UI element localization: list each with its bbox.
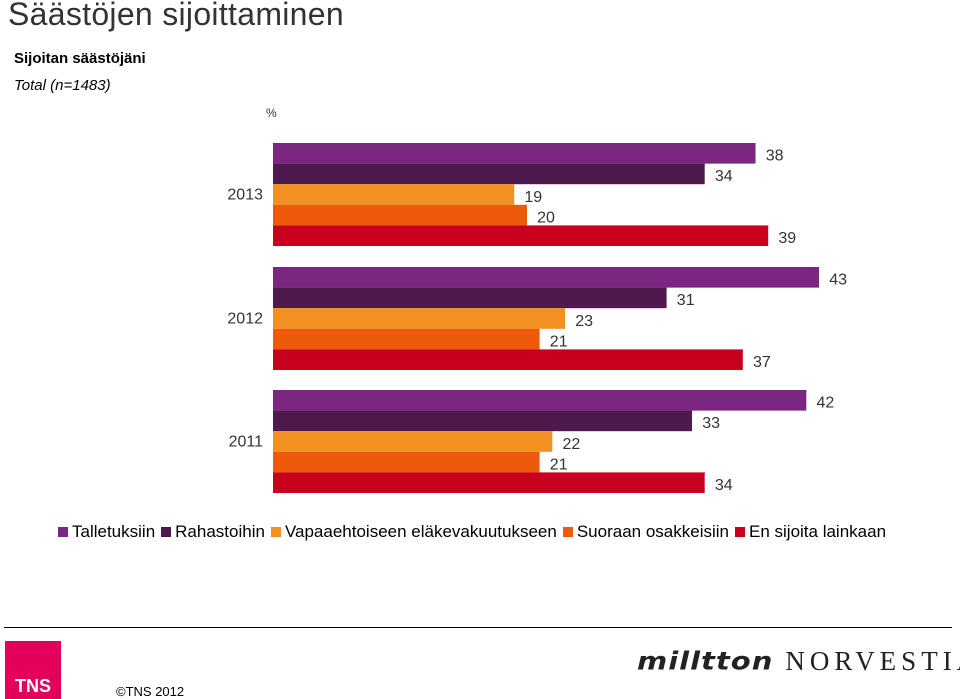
chart-legend: Talletuksiin Rahastoihin Vapaaehtoiseen el…: [58, 522, 892, 542]
data-label-bg: [514, 186, 553, 206]
legend-item: Vapaaehtoiseen eläkevakuutukseen: [270, 522, 557, 542]
data-label: 21: [550, 456, 568, 473]
page-title: Säästöjen sijoittaminen: [8, 0, 344, 32]
legend-label: En sijoita lainkaan: [749, 522, 887, 541]
category-label: 2011: [229, 434, 264, 451]
bar-2013-suoraan-osakkeisiin: [273, 204, 527, 226]
copyright: ©TNS 2012: [116, 684, 185, 699]
bar-2013-rahastoihin: [273, 163, 705, 185]
legend-label: Rahastoihin: [175, 522, 265, 541]
data-label-bg: [539, 330, 578, 350]
data-label-bg: [704, 165, 743, 185]
data-label: 21: [550, 333, 568, 350]
data-label: 34: [715, 168, 733, 185]
data-label: 23: [575, 313, 593, 330]
data-label-bg: [768, 227, 807, 247]
data-label-bg: [819, 269, 858, 289]
partner-logo: milltton NORVESTIA: [637, 644, 960, 678]
category-label: 2013: [227, 187, 263, 204]
data-label-bg: [565, 310, 604, 330]
milltton-logo: milltton: [637, 646, 774, 676]
category-label: 2012: [227, 311, 263, 328]
data-label: 33: [702, 415, 720, 432]
legend-item: Suoraan osakkeisiin: [562, 522, 729, 542]
norvestia-logo: NORVESTIA: [785, 645, 960, 676]
bar-2011-en-sijoita-lainkaan: [273, 472, 705, 493]
legend-swatch: [735, 527, 745, 537]
chart-subtitle: Sijoitan säästöjäni: [14, 50, 146, 67]
data-label: 43: [829, 272, 847, 289]
data-label-bg: [666, 289, 705, 309]
data-label: 22: [563, 436, 581, 453]
legend-label: Suoraan osakkeisiin: [576, 522, 729, 541]
tns-logo-text: TNS: [15, 676, 51, 696]
bar-2012-en-sijoita-lainkaan: [273, 349, 743, 370]
legend-label: Talletuksiin: [72, 522, 156, 541]
bar-2012-talletuksiin: [273, 267, 820, 288]
legend-swatch: [161, 527, 172, 537]
bar-2012-suoraan-osakkeisiin: [273, 328, 540, 350]
data-label-bg: [806, 392, 845, 412]
legend-swatch: [562, 527, 573, 537]
footer-divider: [4, 627, 952, 628]
data-label-bg: [755, 145, 794, 165]
data-label-bg: [527, 206, 565, 226]
data-label: 19: [524, 189, 542, 206]
legend-swatch: [270, 527, 281, 537]
data-label: 39: [778, 230, 796, 247]
legend-item: En sijoita lainkaan: [735, 522, 886, 542]
data-label-bg: [742, 351, 781, 371]
data-label-bg: [539, 453, 578, 473]
data-label-bg: [704, 474, 743, 494]
bar-2011-suoraan-osakkeisiin: [273, 451, 540, 473]
bar-2013-en-sijoita-lainkaan: [273, 225, 769, 246]
bar-chart: 38 34 19 20 39 2013 43 31 23 21 37 2012 42 33 22 21 34 20…: [227, 143, 858, 494]
bar-2012-vapaaehtoiseen-el-kevakuutukseen: [273, 308, 566, 329]
data-label: 20: [537, 209, 555, 226]
bar-2011-talletuksiin: [273, 390, 807, 411]
data-label-bg: [692, 412, 731, 432]
data-label-bg: [552, 433, 591, 453]
data-label: 31: [677, 292, 695, 309]
legend-swatch: [58, 527, 68, 537]
data-label: 34: [715, 477, 733, 494]
sample-base: Total (n=1483): [14, 77, 111, 94]
data-label: 37: [753, 354, 771, 371]
data-label: 42: [817, 395, 835, 412]
data-label: 38: [766, 148, 784, 165]
bar-2013-vapaaehtoiseen-el-kevakuutukseen: [273, 184, 515, 205]
legend-label: Vapaaehtoiseen eläkevakuutukseen: [284, 522, 557, 541]
bar-2011-vapaaehtoiseen-el-kevakuutukseen: [273, 431, 553, 452]
bar-2012-rahastoihin: [273, 287, 667, 309]
tns-logo: TNS: [5, 641, 61, 699]
bar-2011-rahastoihin: [273, 410, 693, 432]
unit-label: %: [266, 106, 277, 120]
legend-item: Rahastoihin: [161, 522, 265, 542]
bar-2013-talletuksiin: [273, 143, 756, 164]
legend-item: Talletuksiin: [58, 522, 155, 542]
